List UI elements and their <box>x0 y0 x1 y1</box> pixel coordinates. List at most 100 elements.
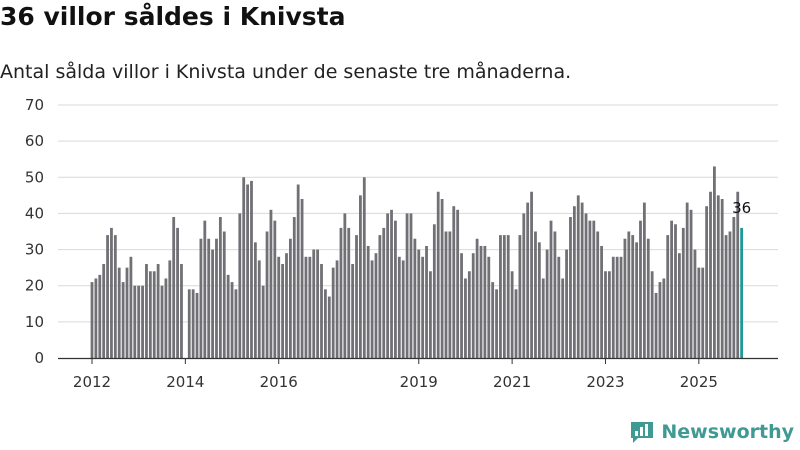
bar <box>226 274 230 358</box>
x-tick-label: 2021 <box>493 373 531 391</box>
bar <box>596 231 600 358</box>
bar <box>187 289 191 358</box>
bar <box>238 213 242 358</box>
bar <box>483 245 487 358</box>
bar <box>545 249 549 358</box>
bar <box>137 285 141 358</box>
bar <box>720 198 724 358</box>
bar <box>580 202 584 358</box>
y-tick-label: 0 <box>34 349 44 367</box>
bar <box>203 220 207 358</box>
bar <box>355 235 358 358</box>
bar <box>327 296 331 358</box>
bar <box>285 253 288 358</box>
bar <box>394 220 397 358</box>
bar <box>495 289 498 358</box>
bar <box>604 271 607 358</box>
bar <box>257 260 261 358</box>
bar <box>156 264 160 358</box>
bar <box>390 209 393 358</box>
bar <box>316 249 320 358</box>
bar <box>117 267 121 358</box>
bar <box>724 235 728 358</box>
bar <box>611 256 615 358</box>
bar <box>639 220 642 358</box>
x-tick-label: 2014 <box>166 373 204 391</box>
bar <box>569 217 572 358</box>
bar <box>623 238 627 358</box>
bar <box>440 198 444 358</box>
bar <box>701 267 705 358</box>
x-tick-label: 2023 <box>586 373 624 391</box>
bar <box>374 253 378 358</box>
bar <box>425 245 428 358</box>
bar <box>94 278 98 358</box>
bar <box>308 256 312 358</box>
bar <box>370 260 374 358</box>
bar <box>646 238 650 358</box>
x-tick-label: 2019 <box>400 373 438 391</box>
bar <box>417 249 421 358</box>
bar <box>378 235 382 358</box>
bar <box>576 195 580 358</box>
bar <box>471 253 475 358</box>
bar <box>728 231 732 358</box>
bar <box>642 202 646 358</box>
bar <box>405 213 409 358</box>
bar <box>479 245 483 358</box>
bar <box>689 209 693 358</box>
chart-title: 36 villor såldes i Knivsta <box>0 2 346 31</box>
bar <box>141 285 144 358</box>
bar <box>572 206 576 358</box>
y-tick-label: 30 <box>25 241 44 259</box>
bar <box>234 289 238 358</box>
bar <box>300 198 304 358</box>
bar <box>401 260 405 358</box>
bar <box>242 177 246 358</box>
bar <box>685 202 689 358</box>
bar <box>199 238 203 358</box>
bar <box>292 217 296 358</box>
newsworthy-logo-text: Newsworthy <box>661 421 794 443</box>
bar <box>510 271 514 358</box>
bar <box>557 256 561 358</box>
bar <box>534 231 537 358</box>
x-tick-label: 2012 <box>73 373 111 391</box>
bar <box>261 285 265 358</box>
bar <box>713 166 716 358</box>
newsworthy-logo[interactable]: Newsworthy <box>629 420 794 444</box>
bar <box>148 271 152 358</box>
bar <box>541 278 545 358</box>
bar <box>448 231 452 358</box>
y-tick-label: 10 <box>25 313 44 331</box>
bar <box>537 242 541 358</box>
bar <box>506 235 510 358</box>
bar <box>487 256 491 358</box>
bar <box>312 249 316 358</box>
bar <box>607 271 611 358</box>
bar <box>359 195 362 358</box>
bar <box>296 184 300 358</box>
bar <box>125 267 129 358</box>
bar <box>615 256 619 358</box>
bar <box>693 249 697 358</box>
bar <box>467 271 471 358</box>
bar <box>246 184 249 358</box>
bar <box>658 282 662 358</box>
bar <box>250 180 253 358</box>
bar <box>98 274 102 358</box>
y-tick-label: 20 <box>25 277 44 295</box>
bar <box>366 245 370 358</box>
bar <box>444 231 448 358</box>
bar <box>113 235 117 358</box>
bar <box>491 282 495 358</box>
bar <box>561 278 565 358</box>
bar <box>464 278 467 358</box>
bar <box>207 238 211 358</box>
bar <box>662 278 666 358</box>
bar <box>351 264 355 358</box>
bar <box>195 292 199 358</box>
bar <box>253 242 257 358</box>
bar <box>584 213 588 358</box>
x-tick-label: 2025 <box>680 373 718 391</box>
